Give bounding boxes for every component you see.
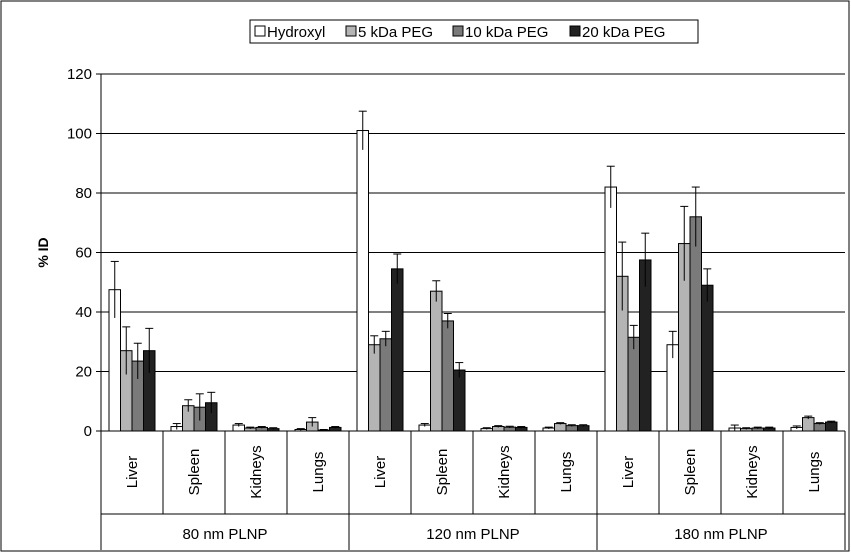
y-tick-label-120: 120 — [67, 66, 92, 83]
bar-hydroxyl-8 — [604, 186, 617, 432]
category-label-7: Lungs — [558, 452, 575, 493]
bar-5-kda-peg-7 — [554, 423, 567, 432]
legend-box — [249, 19, 699, 44]
legend-label-2: 10 kDa PEG — [465, 24, 548, 41]
bar-20-kda-peg-4 — [391, 268, 404, 432]
y-tick-label-60: 60 — [75, 245, 92, 262]
category-label-1: Spleen — [186, 449, 203, 496]
category-label-8: Liver — [620, 456, 637, 489]
legend-label-1: 5 kDa PEG — [358, 24, 433, 41]
y-tick-label-80: 80 — [75, 185, 92, 202]
bar-10-kda-peg-5 — [441, 320, 454, 432]
group-label-0: 80 nm PLNP — [182, 526, 267, 543]
y-tick-label-0: 0 — [84, 423, 92, 440]
category-label-5: Spleen — [434, 449, 451, 496]
category-label-9: Spleen — [682, 449, 699, 496]
category-label-11: Lungs — [806, 452, 823, 493]
y-tick-label-100: 100 — [67, 126, 92, 143]
category-label-4: Liver — [372, 456, 389, 489]
bar-10-kda-peg-11 — [813, 423, 826, 432]
bar-10-kda-peg-4 — [379, 338, 392, 432]
category-label-10: Kidneys — [744, 445, 761, 498]
bar-5-kda-peg-11 — [802, 417, 815, 432]
legend-label-0: Hydroxyl — [267, 24, 325, 41]
bar-20-kda-peg-5 — [453, 369, 466, 432]
y-tick-label-40: 40 — [75, 304, 92, 321]
bar-5-kda-peg-5 — [430, 290, 443, 432]
legend-swatch-0 — [254, 25, 266, 37]
bar-10-kda-peg-8 — [627, 336, 640, 432]
category-label-6: Kidneys — [496, 445, 513, 498]
group-label-1: 120 nm PLNP — [426, 526, 519, 543]
bar-10-kda-peg-9 — [689, 216, 702, 432]
bar-5-kda-peg-4 — [368, 344, 381, 432]
bar-20-kda-peg-9 — [701, 284, 714, 432]
category-label-0: Liver — [124, 456, 141, 489]
category-label-3: Lungs — [310, 452, 327, 493]
group-label-2: 180 nm PLNP — [674, 526, 767, 543]
y-tick-label-20: 20 — [75, 364, 92, 381]
bar-20-kda-peg-11 — [825, 421, 838, 432]
legend-swatch-1 — [345, 25, 357, 37]
bar-hydroxyl-4 — [356, 130, 369, 432]
legend-swatch-3 — [569, 25, 581, 37]
legend-swatch-2 — [452, 25, 464, 37]
y-axis-label: % ID — [35, 237, 51, 267]
category-label-2: Kidneys — [248, 445, 265, 498]
legend-label-3: 20 kDa PEG — [582, 24, 665, 41]
